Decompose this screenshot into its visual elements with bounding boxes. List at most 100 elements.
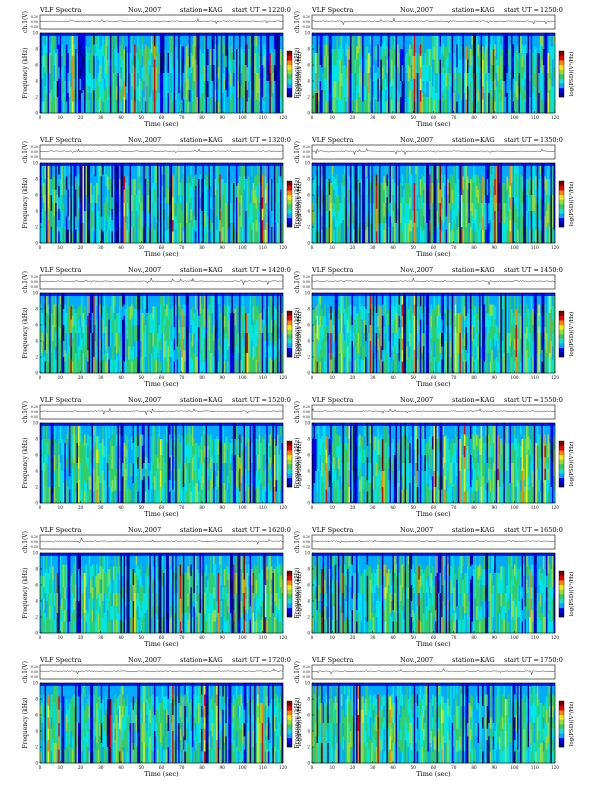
- panel-station: station=KAG: [452, 656, 495, 664]
- x-tick-label: 80: [199, 245, 205, 250]
- x-tick-label: 100: [511, 115, 519, 120]
- y-tick-label: 4: [307, 469, 310, 474]
- x-tick-label: 100: [239, 375, 247, 380]
- colorbar: [558, 50, 565, 98]
- waveform-axis-label: ch.1(V): [294, 141, 301, 163]
- x-tick-label: 50: [411, 505, 417, 510]
- x-tick-label: 30: [98, 635, 104, 640]
- x-tick-label: 40: [390, 765, 396, 770]
- x-tick-label: 60: [431, 375, 437, 380]
- spectrogram-panel: VLF Spectra Nov.,2007 station=KAG start UT …: [22, 656, 303, 778]
- panel-station: station=KAG: [180, 6, 223, 14]
- x-tick-label: 110: [259, 635, 267, 640]
- x-tick-label: 20: [78, 635, 84, 640]
- x-tick-label: 50: [139, 115, 145, 120]
- waveform-tick-label: -0.50: [30, 675, 38, 679]
- y-tick-label: 4: [35, 729, 38, 734]
- x-tick-label: 90: [492, 115, 498, 120]
- y-axis-label: Frequency (kHz): [22, 437, 29, 488]
- panel-date: Nov.,2007: [400, 656, 433, 664]
- y-tick-label: 0: [307, 111, 310, 116]
- x-tick-label: 100: [511, 635, 519, 640]
- x-tick-label: 0: [39, 505, 42, 510]
- panel-start-time: 1450:0: [540, 266, 563, 274]
- x-tick-label: 100: [511, 505, 519, 510]
- colorbar: [286, 310, 293, 358]
- spectrogram-image: [312, 33, 556, 114]
- x-tick-label: 40: [118, 765, 124, 770]
- panel-start-time: 1520:0: [268, 396, 291, 404]
- x-tick-label: 40: [390, 245, 396, 250]
- x-axis-label: Time (sec): [416, 120, 451, 128]
- x-tick-label: 70: [179, 245, 185, 250]
- x-tick-label: 20: [350, 375, 356, 380]
- panel-start-time: 1550:0: [540, 396, 563, 404]
- y-tick-label: 2: [307, 355, 310, 360]
- panel-date: Nov.,2007: [400, 136, 433, 144]
- panel-start-prefix: start UT =: [504, 266, 539, 274]
- colorbar: [286, 440, 293, 488]
- waveform-tick-label: 0.00: [31, 20, 38, 24]
- waveform-frame: [311, 274, 556, 290]
- x-tick-label: 20: [78, 505, 84, 510]
- x-tick-label: 10: [58, 505, 64, 510]
- x-tick-label: 0: [39, 245, 42, 250]
- y-tick-label: 0: [35, 371, 38, 376]
- waveform-trace: [39, 668, 284, 675]
- x-tick-label: 110: [531, 115, 539, 120]
- y-tick-label: 8: [35, 177, 38, 182]
- x-tick-label: 90: [220, 115, 226, 120]
- waveform-tick-label: 0.20: [31, 535, 38, 539]
- panel-title: VLF Spectra: [311, 656, 353, 664]
- x-tick-label: 120: [279, 245, 287, 250]
- y-tick-label: 0: [307, 501, 310, 506]
- y-tick-label: 8: [307, 697, 310, 702]
- y-tick-label: 4: [307, 729, 310, 734]
- x-tick-label: 30: [98, 115, 104, 120]
- x-tick-label: 20: [78, 115, 84, 120]
- x-tick-label: 120: [279, 505, 287, 510]
- y-tick-label: 8: [307, 177, 310, 182]
- x-tick-label: 40: [390, 115, 396, 120]
- x-tick-label: 20: [350, 115, 356, 120]
- x-tick-label: 90: [220, 765, 226, 770]
- waveform-tick-label: -0.50: [30, 285, 38, 289]
- waveform-axis-label: ch.1(V): [294, 661, 301, 683]
- panel-start-time: 1250:0: [540, 6, 563, 14]
- colorbar-label: log(PSD)(V²/Hz): [568, 182, 575, 227]
- colorbar: [286, 700, 293, 748]
- spectrogram-image: [312, 683, 556, 764]
- colorbar: [286, 570, 293, 618]
- panel-start-prefix: start UT =: [232, 526, 267, 534]
- x-tick-label: 10: [330, 505, 336, 510]
- y-tick-label: 8: [35, 697, 38, 702]
- x-tick-label: 60: [159, 375, 165, 380]
- x-tick-label: 40: [390, 375, 396, 380]
- x-tick-label: 80: [471, 635, 477, 640]
- x-tick-label: 50: [139, 765, 145, 770]
- x-tick-label: 60: [431, 115, 437, 120]
- x-tick-label: 120: [551, 375, 559, 380]
- panel-date: Nov.,2007: [128, 136, 161, 144]
- panel-station: station=KAG: [180, 526, 223, 534]
- x-tick-label: 90: [220, 505, 226, 510]
- y-tick-label: 0: [35, 501, 38, 506]
- x-tick-label: 40: [118, 505, 124, 510]
- x-tick-label: 20: [350, 245, 356, 250]
- x-axis-label: Time (sec): [416, 250, 451, 258]
- x-tick-label: 110: [531, 765, 539, 770]
- y-tick-label: 6: [35, 583, 38, 588]
- x-tick-label: 0: [311, 635, 314, 640]
- y-tick-label: 10: [33, 681, 39, 686]
- x-tick-label: 10: [330, 245, 336, 250]
- panel-date: Nov.,2007: [128, 526, 161, 534]
- waveform-tick-label: -0.50: [30, 25, 38, 29]
- x-axis-label: Time (sec): [144, 120, 179, 128]
- waveform-tick-label: 0.20: [303, 405, 310, 409]
- panel-station: station=KAG: [180, 396, 223, 404]
- x-tick-label: 80: [199, 115, 205, 120]
- waveform-axis-label: ch.1(V): [294, 271, 301, 293]
- spectrogram-panel: VLF Spectra Nov.,2007 station=KAG start UT …: [22, 526, 303, 648]
- x-tick-label: 120: [279, 765, 287, 770]
- spectrogram-image: [40, 33, 284, 114]
